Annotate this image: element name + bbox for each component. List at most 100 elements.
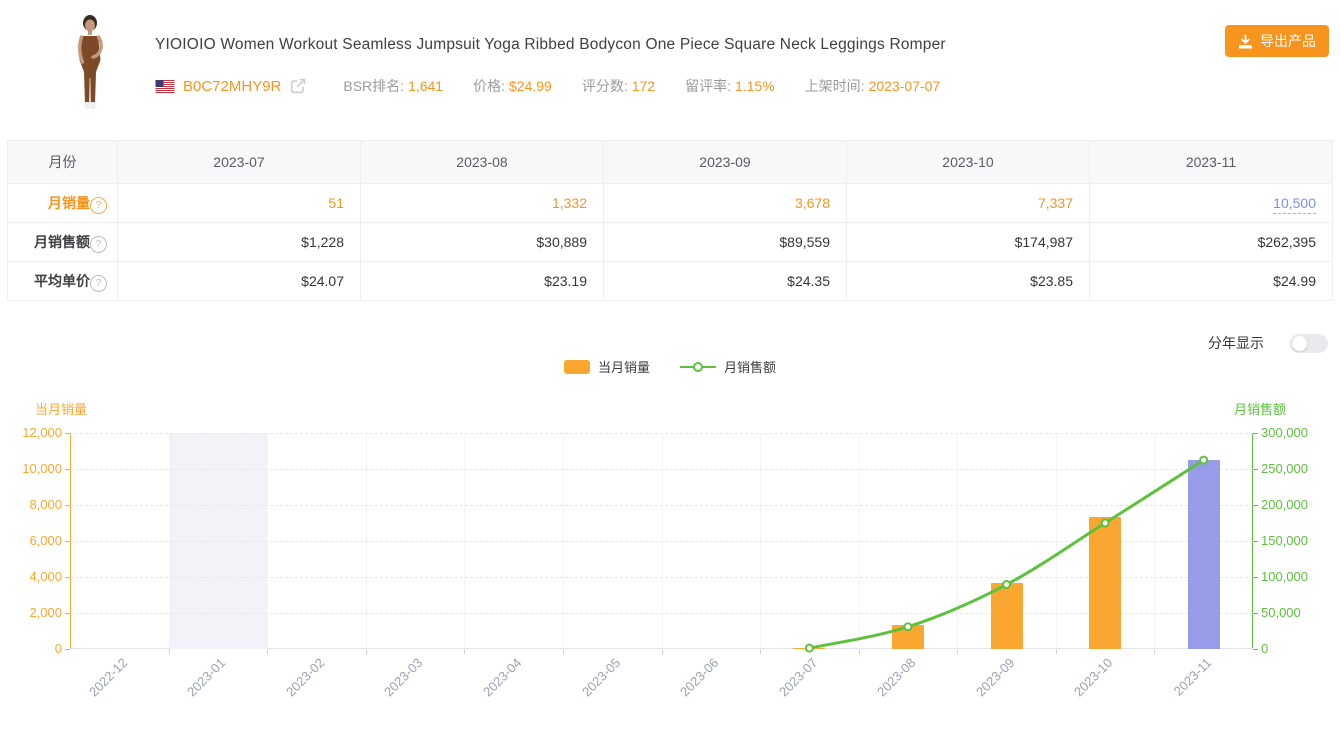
product-stat: BSR排名: 1,641 <box>343 76 443 96</box>
legend-label: 月销售额 <box>724 360 777 375</box>
right-axis-tick-label: 150,000 <box>1261 533 1308 548</box>
x-axis-label: 2023-11 <box>1170 655 1215 699</box>
product-image[interactable] <box>62 14 118 110</box>
v-gridline <box>760 433 762 649</box>
help-icon[interactable]: ? <box>90 235 107 253</box>
left-axis-title: 当月销量 <box>35 402 88 417</box>
product-stat: 上架时间: 2023-07-07 <box>805 76 941 96</box>
product-title: YIOIOIO Women Workout Seamless Jumpsuit … <box>155 36 946 53</box>
line-marker[interactable] <box>1002 580 1012 590</box>
revenue-line-layer <box>804 455 1209 653</box>
month-column-header: 2023-07 <box>117 140 361 184</box>
stat-label: 上架时间: <box>804 78 865 94</box>
right-axis-tick-label: 300,000 <box>1261 425 1308 440</box>
row-label: 月销量 <box>48 194 90 211</box>
x-axis-label: 2023-07 <box>775 655 820 700</box>
cell-value: $24.99 <box>1273 273 1316 289</box>
year-toggle-label: 分年显示 <box>1208 335 1264 351</box>
x-axis-label: 2023-03 <box>381 655 426 700</box>
x-axis-label: 2023-10 <box>1071 655 1116 700</box>
table-cell: 7,337 <box>846 183 1090 223</box>
table-cell: $1,228 <box>117 222 361 262</box>
product-stat: 留评率: 1.15% <box>685 76 775 96</box>
help-icon[interactable]: ? <box>90 196 107 214</box>
cell-value: $174,987 <box>1014 234 1073 250</box>
v-gridline <box>1055 433 1057 649</box>
x-axis-labels: 2022-12 2023-01 2023-02 2023-03 2023-04 2023-… <box>70 655 1253 739</box>
product-stat: 价格: $24.99 <box>473 76 552 96</box>
table-row: 月销量? 51 1,332 3,678 7,337 10,500 <box>7 183 1333 223</box>
cell-value: $24.07 <box>301 273 344 289</box>
v-gridline <box>957 433 959 649</box>
stat-label: BSR排名: <box>343 78 405 94</box>
table-cell: $30,889 <box>360 222 604 262</box>
month-column-header: 2023-11 <box>1089 140 1333 184</box>
bar-2023-09[interactable] <box>990 582 1023 649</box>
plot-area <box>65 433 1258 654</box>
table-cell: 3,678 <box>603 183 847 223</box>
v-gridline <box>365 433 367 649</box>
legend-item-line[interactable]: 月销售额 <box>680 357 776 376</box>
share-icon[interactable] <box>289 77 307 95</box>
cell-value: 7,337 <box>1037 195 1073 211</box>
x-axis-label: 2023-05 <box>578 655 623 700</box>
line-marker[interactable] <box>1199 455 1209 465</box>
us-flag-icon <box>155 79 175 93</box>
v-gridline <box>562 433 564 649</box>
cell-value: $30,889 <box>536 234 587 250</box>
asin-link[interactable]: B0C72MHY9R <box>183 77 282 95</box>
cell-value: 51 <box>328 195 344 211</box>
v-gridline <box>267 433 269 649</box>
stat-value: 1.15% <box>734 78 775 94</box>
cell-value: $24.35 <box>787 273 830 289</box>
left-axis-tick-label: 12,000 <box>22 425 62 440</box>
cell-value: 3,678 <box>794 195 830 211</box>
revenue-line <box>807 458 1206 650</box>
right-axis-tick-label: 0 <box>1261 641 1269 656</box>
v-gridline <box>168 433 170 649</box>
right-axis-tick-label: 100,000 <box>1261 569 1308 584</box>
stat-value: $24.99 <box>509 78 552 94</box>
bar-2023-10[interactable] <box>1089 516 1122 649</box>
table-cell: $24.07 <box>117 261 361 301</box>
v-gridline <box>858 433 860 649</box>
export-product-button[interactable]: 导出产品 <box>1225 25 1329 57</box>
bar-2023-11[interactable] <box>1187 460 1220 649</box>
v-gridline <box>661 433 663 649</box>
cell-value: $23.85 <box>1030 273 1073 289</box>
help-icon[interactable]: ? <box>90 274 107 292</box>
cell-value-link[interactable]: 10,500 <box>1273 195 1316 214</box>
row-label-cell: 平均单价? <box>7 261 118 301</box>
row-label-cell: 月销售额? <box>7 222 118 262</box>
line-marker[interactable] <box>903 622 913 632</box>
year-toggle-switch[interactable] <box>1290 333 1328 353</box>
bar-2023-08[interactable] <box>891 625 924 649</box>
table-header-row: 月份 2023-07 2023-08 2023-09 2023-10 2023-11 <box>7 140 1333 184</box>
table-cell: $23.85 <box>846 261 1090 301</box>
table-cell: 1,332 <box>360 183 604 223</box>
left-axis-tick-label: 2,000 <box>29 605 62 620</box>
table-cell: $23.19 <box>360 261 604 301</box>
toggle-knob <box>1292 335 1307 351</box>
month-column-header: 2023-10 <box>846 140 1090 184</box>
x-axis-label: 2023-04 <box>479 655 525 700</box>
monthly-sales-table: 月份 2023-07 2023-08 2023-09 2023-10 2023-11 月… <box>7 140 1333 301</box>
left-axis-tick-label: 6,000 <box>29 533 62 548</box>
x-axis-label: 2022-12 <box>85 655 130 700</box>
x-axis-label: 2023-09 <box>972 655 1018 700</box>
product-stats: BSR排名: 1,641 价格: $24.99 评分数: 172 留评率: 1.15% 上架时间… <box>313 76 940 96</box>
corner-header: 月份 <box>7 140 118 184</box>
stat-label: 评分数: <box>581 78 628 94</box>
cell-value: $262,395 <box>1257 234 1316 250</box>
v-gridline <box>464 433 466 649</box>
line-marker[interactable] <box>804 643 814 653</box>
right-axis-tick-label: 200,000 <box>1261 497 1308 512</box>
year-display-control: 分年显示 <box>1208 333 1328 353</box>
left-axis-tick-label: 8,000 <box>29 497 62 512</box>
left-axis-tick-label: 10,000 <box>22 461 62 476</box>
line-marker[interactable] <box>1100 518 1110 528</box>
table-cell: 51 <box>117 183 361 223</box>
right-axis-tick-label: 250,000 <box>1261 461 1308 476</box>
legend-item-bar[interactable]: 当月销量 <box>563 357 650 376</box>
table-cell: 10,500 <box>1089 183 1333 223</box>
